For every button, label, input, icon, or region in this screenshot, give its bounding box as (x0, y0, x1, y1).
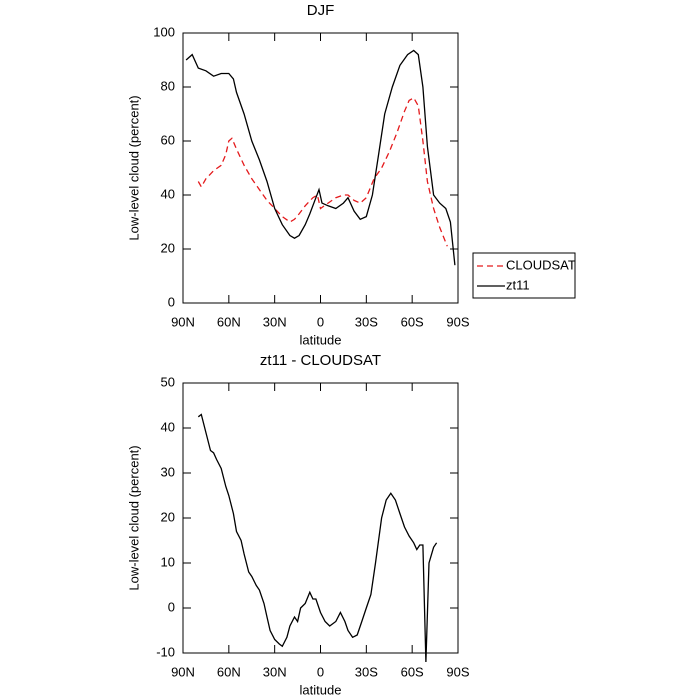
y-axis-label: Low-level cloud (percent) (126, 445, 141, 590)
plot-frame (182, 382, 459, 654)
legend-label: CLOUDSAT (506, 257, 576, 272)
y-tick-label: 100 (153, 24, 175, 39)
x-tick-label: 60S (401, 314, 424, 329)
chart-title: zt11 - CLOUDSAT (260, 352, 381, 369)
y-tick-label: -10 (156, 644, 175, 659)
y-tick-label: 80 (161, 78, 175, 93)
x-tick-label: 0 (317, 314, 324, 329)
x-tick-label: 0 (317, 664, 324, 679)
x-tick-label: 90N (171, 664, 195, 679)
x-tick-label: 30S (355, 664, 378, 679)
x-tick-label: 30N (263, 314, 287, 329)
y-tick-label: 60 (161, 132, 175, 147)
x-tick-label: 60N (217, 314, 241, 329)
x-tick-label: 60S (401, 664, 424, 679)
legend-label: zt11 (506, 277, 530, 292)
x-tick-label: 90S (446, 314, 469, 329)
y-tick-label: 30 (161, 464, 175, 479)
y-tick-label: 10 (161, 554, 175, 569)
x-axis-label: latitude (300, 682, 342, 697)
legend-box (472, 252, 576, 299)
x-tick-label: 30S (355, 314, 378, 329)
y-tick-label: 50 (161, 374, 175, 389)
x-tick-label: 60N (217, 664, 241, 679)
chart-title: DJF (307, 2, 335, 19)
y-axis-label: Low-level cloud (percent) (126, 95, 141, 240)
plot-frame (182, 32, 459, 304)
y-tick-label: 20 (161, 509, 175, 524)
x-tick-label: 30N (263, 664, 287, 679)
x-axis-label: latitude (300, 332, 342, 347)
x-tick-label: 90N (171, 314, 195, 329)
x-tick-label: 90S (446, 664, 469, 679)
data-line (197, 96, 448, 247)
data-line (185, 49, 456, 266)
y-tick-label: 40 (161, 186, 175, 201)
y-tick-label: 40 (161, 419, 175, 434)
data-line (197, 413, 438, 663)
y-tick-label: 0 (168, 599, 175, 614)
y-tick-label: 0 (168, 294, 175, 309)
y-tick-label: 20 (161, 240, 175, 255)
